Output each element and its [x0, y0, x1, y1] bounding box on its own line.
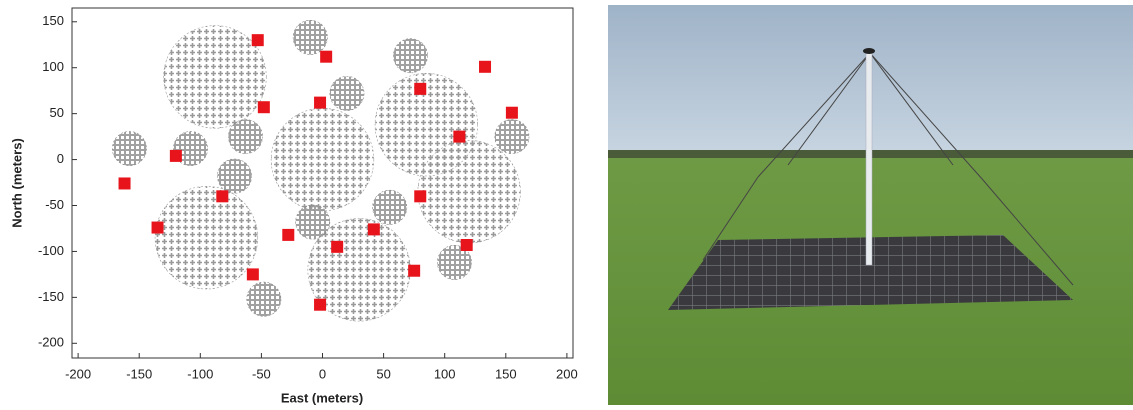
y-tick-label: -100 — [38, 243, 64, 258]
tile-cluster — [173, 131, 208, 166]
chart: East (meters) North (meters) -200 -150 -10… — [9, 7, 578, 405]
y-tick-label: 50 — [50, 105, 64, 120]
tile-cluster — [437, 245, 472, 280]
tile-cluster — [494, 119, 530, 155]
y-tick-label: 150 — [42, 13, 64, 28]
station-marker — [314, 96, 327, 109]
station-marker — [320, 50, 333, 63]
x-tick-label: 100 — [434, 366, 456, 381]
x-tick-label: -200 — [65, 366, 91, 381]
mast-top — [863, 48, 875, 54]
photo — [608, 5, 1133, 405]
station-marker — [216, 190, 229, 203]
x-tick-label: -50 — [252, 366, 271, 381]
tile-cluster — [329, 76, 365, 111]
guy-wires — [702, 52, 1074, 286]
tile-cluster — [228, 119, 263, 155]
station-marker — [151, 221, 164, 234]
station-marker — [505, 106, 518, 119]
station-marker — [414, 190, 427, 203]
tile-cluster — [295, 204, 331, 240]
station-marker — [169, 149, 182, 162]
y-tick-label: -200 — [38, 335, 64, 350]
y-tick-label: -150 — [38, 289, 64, 304]
cross-cluster — [270, 107, 375, 212]
mast — [865, 52, 873, 266]
station-marker — [257, 101, 270, 114]
x-tick-label: 50 — [376, 366, 390, 381]
y-axis-label: North (meters) — [9, 138, 24, 228]
station-marker — [251, 34, 264, 47]
x-tick-label: 0 — [319, 366, 326, 381]
station-marker — [246, 268, 259, 281]
station-marker — [282, 228, 295, 241]
tile-cluster — [292, 19, 328, 55]
ground-screen — [668, 235, 1073, 310]
tile-cluster — [217, 158, 252, 194]
station-marker — [460, 239, 473, 252]
tile-cluster — [372, 189, 408, 225]
y-tick-label: -50 — [45, 197, 64, 212]
station-marker — [367, 223, 380, 236]
station-marker — [479, 60, 492, 73]
station-marker — [414, 82, 427, 95]
station-marker — [453, 130, 466, 143]
cross-cluster — [163, 25, 267, 129]
tile-cluster — [246, 281, 282, 317]
x-tick-label: 150 — [495, 366, 517, 381]
station-marker — [408, 264, 421, 277]
tile-cluster — [393, 38, 428, 74]
station-marker — [331, 240, 344, 253]
cross-cluster — [154, 186, 259, 290]
station-marker — [118, 177, 131, 190]
y-tick-label: 100 — [42, 59, 64, 74]
x-tick-label: 200 — [556, 366, 578, 381]
x-tick-label: -100 — [187, 366, 213, 381]
cross-cluster — [417, 140, 521, 244]
x-tick-label: -150 — [126, 366, 152, 381]
x-axis-label: East (meters) — [281, 390, 363, 405]
station-marker — [314, 298, 327, 311]
y-tick-label: 0 — [57, 151, 64, 166]
tile-cluster — [112, 131, 147, 166]
